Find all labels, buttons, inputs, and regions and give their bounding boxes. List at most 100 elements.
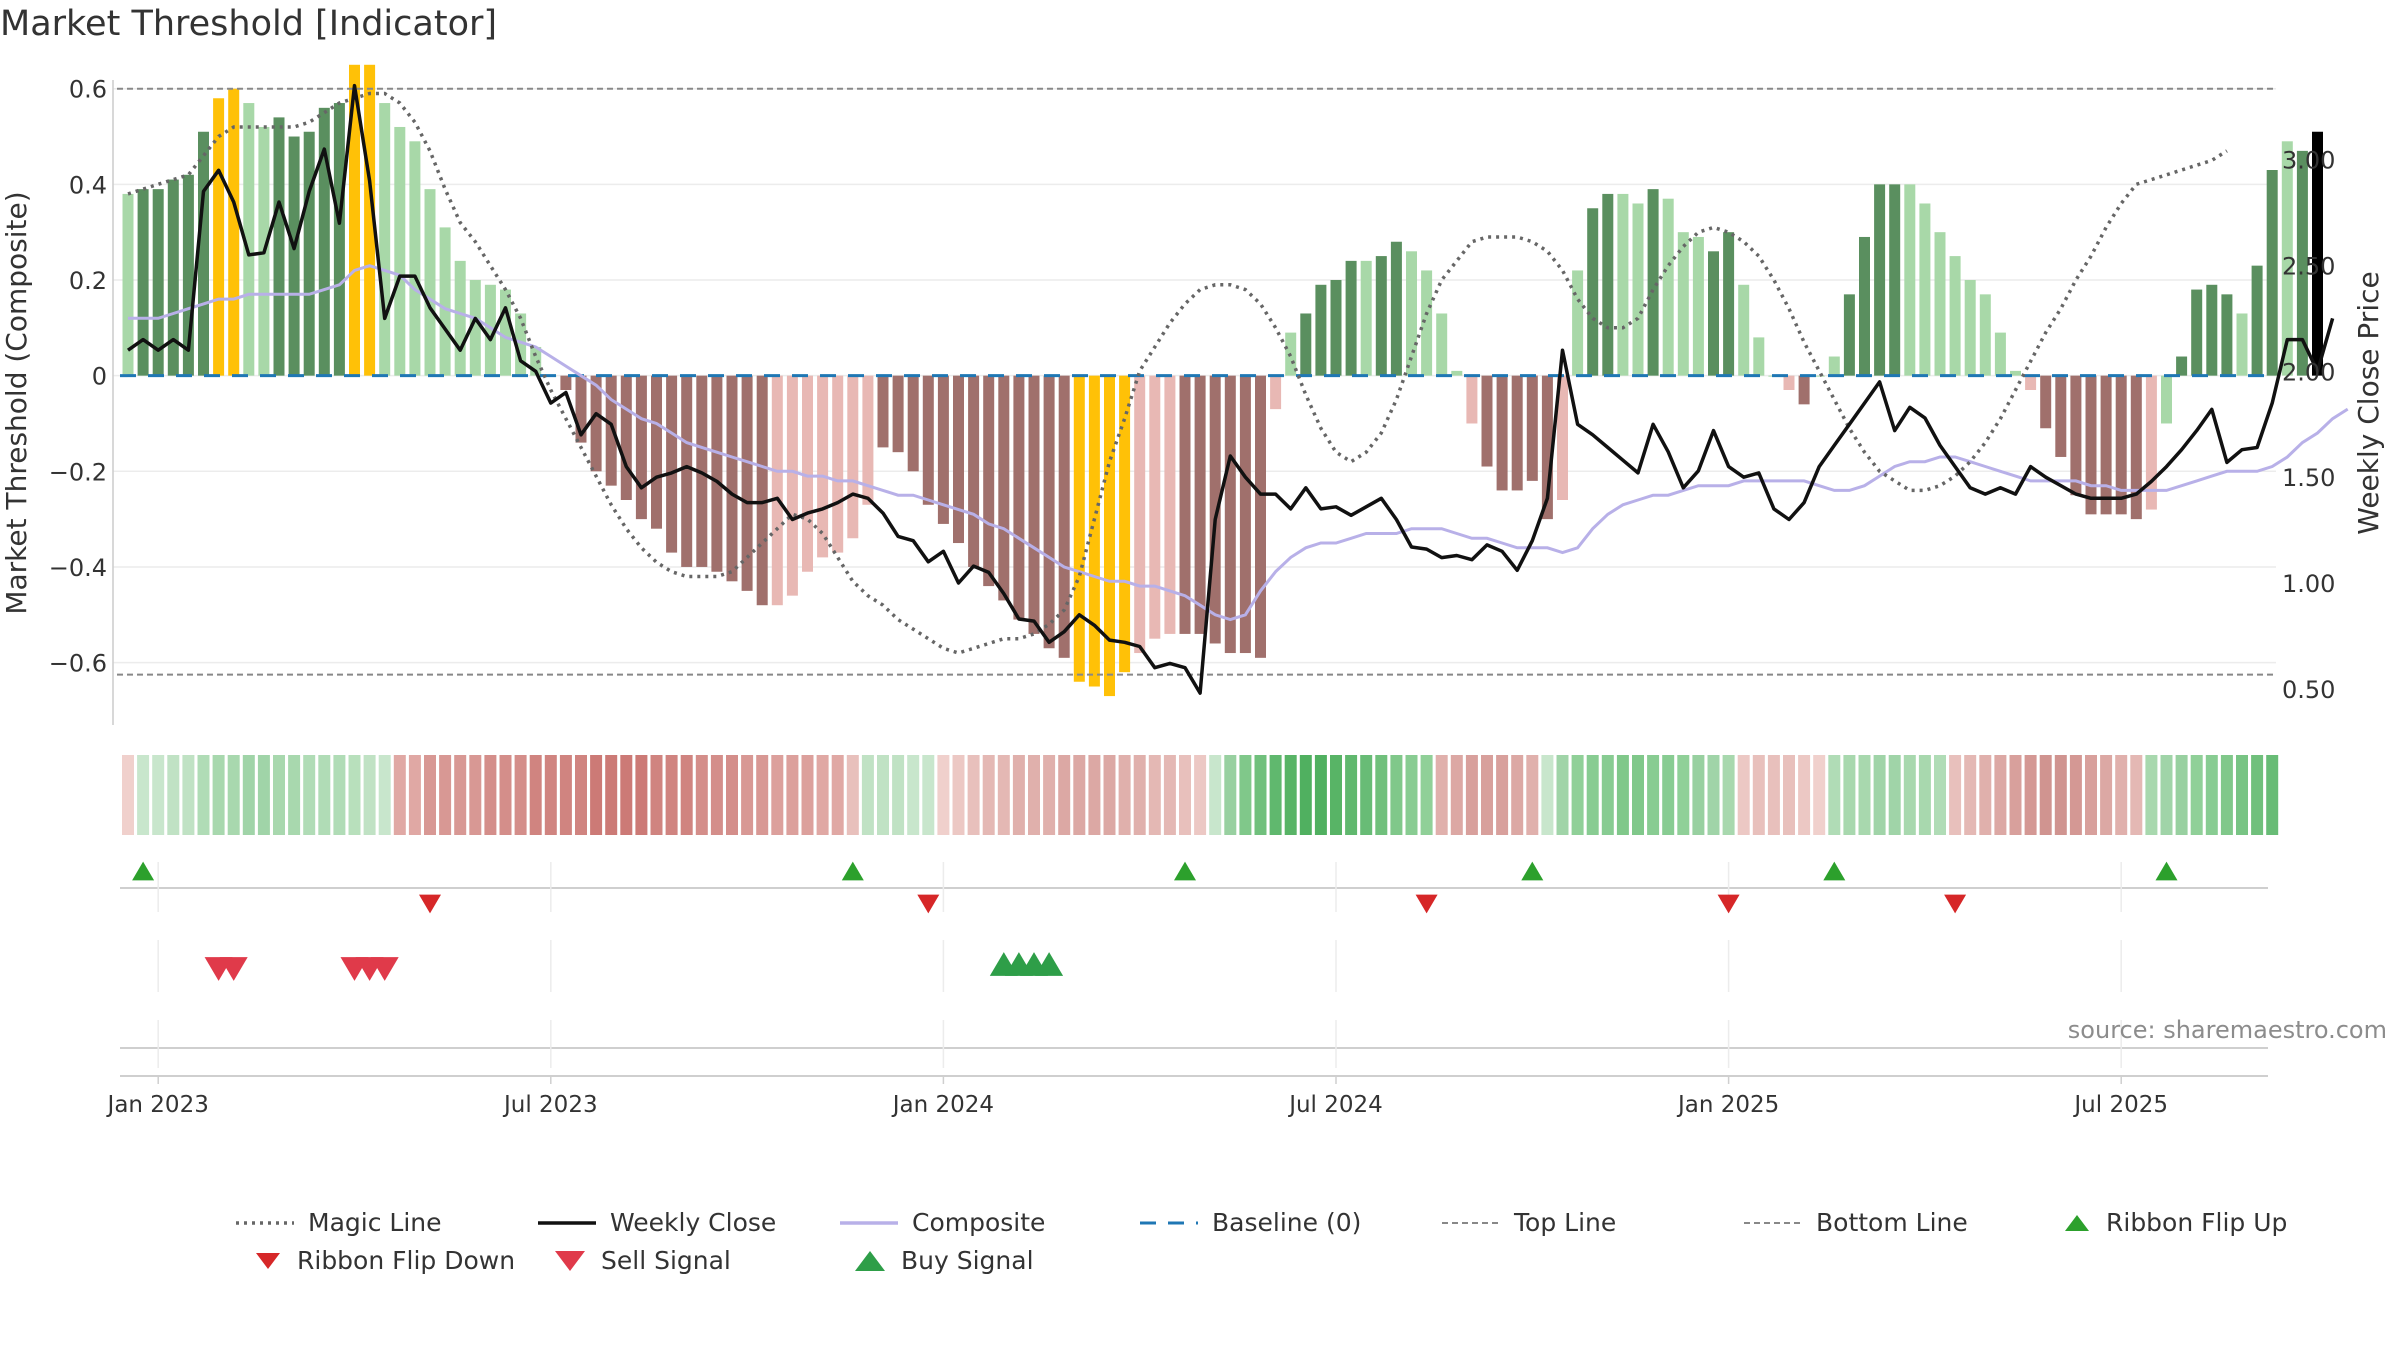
ribbon-cell bbox=[1888, 755, 1901, 835]
histogram-bar bbox=[500, 289, 511, 376]
ribbon-cell bbox=[1496, 755, 1509, 835]
histogram-bar bbox=[1421, 270, 1433, 376]
ribbon-cell bbox=[710, 755, 723, 835]
ribbon-cell bbox=[1299, 755, 1312, 835]
ribbon-cell bbox=[756, 755, 769, 835]
ribbon-cell bbox=[1647, 755, 1660, 835]
ribbon-cell bbox=[1722, 755, 1735, 835]
ribbon-cell bbox=[605, 755, 618, 835]
ribbon-cell bbox=[333, 755, 346, 835]
ribbon-cell bbox=[575, 755, 587, 835]
x-tick-label: Jul 2023 bbox=[502, 1092, 598, 1118]
ribbon-cell bbox=[1737, 755, 1750, 835]
ribbon-cell bbox=[1254, 755, 1267, 835]
ribbon-cell bbox=[1224, 755, 1237, 835]
legend-label: Buy Signal bbox=[901, 1246, 1034, 1275]
histogram-bar bbox=[333, 103, 345, 376]
histogram-bar bbox=[198, 131, 209, 376]
histogram-bar bbox=[1708, 251, 1719, 376]
ribbon-cell bbox=[1012, 755, 1025, 835]
histogram-bar bbox=[1088, 375, 1100, 687]
x-tick-label: Jan 2025 bbox=[1676, 1092, 1779, 1118]
ribbon-flip-up-marker bbox=[1823, 861, 1846, 881]
histogram-bar bbox=[1255, 375, 1266, 658]
histogram-bar bbox=[2161, 375, 2172, 424]
histogram-bar bbox=[2191, 289, 2203, 376]
ribbon-cell bbox=[771, 755, 784, 835]
histogram-bar bbox=[2236, 313, 2248, 376]
ribbon-cell bbox=[484, 755, 497, 835]
ribbon-cell bbox=[1903, 755, 1916, 835]
histogram-bar bbox=[1632, 203, 1644, 376]
ribbon-cell bbox=[1918, 755, 1931, 835]
x-axis: Jan 2023 Jul 2023 Jan 2024 Jul 2024 Jan 2025… bbox=[106, 1076, 2168, 1118]
ribbon-cell bbox=[1481, 755, 1493, 835]
y-tick-label-right: 1.50 bbox=[2282, 464, 2335, 492]
histogram-bar bbox=[379, 103, 391, 376]
ribbon-cell bbox=[997, 755, 1010, 835]
histogram-bar bbox=[756, 375, 768, 606]
ribbon-flip-up-marker bbox=[132, 861, 155, 881]
ribbon-cell bbox=[2115, 755, 2128, 835]
ribbon-cell bbox=[1858, 755, 1871, 835]
histogram-bar bbox=[1330, 280, 1342, 376]
legend-label: Sell Signal bbox=[601, 1246, 731, 1275]
ribbon-cell bbox=[2009, 755, 2022, 835]
histogram-bar bbox=[1889, 184, 1901, 376]
histogram-bar bbox=[273, 117, 285, 376]
legend-item-baseline: Baseline (0) bbox=[1140, 1208, 1361, 1237]
y-tick-label-left: 0.2 bbox=[69, 267, 107, 295]
histogram-bar bbox=[983, 375, 995, 587]
legend-label: Weekly Close bbox=[610, 1208, 777, 1237]
histogram-bar bbox=[1119, 375, 1131, 673]
ribbon-cell bbox=[1828, 755, 1841, 835]
histogram-bar bbox=[213, 98, 225, 376]
composite-line bbox=[128, 264, 2349, 622]
ribbon-cell bbox=[1420, 755, 1433, 835]
solid-line-icon bbox=[538, 1220, 596, 1225]
ribbon-cell bbox=[1843, 755, 1856, 835]
histogram-bar bbox=[1315, 284, 1327, 376]
histogram-bar bbox=[1390, 241, 1402, 376]
histogram-bar bbox=[2312, 131, 2323, 376]
histogram-bar bbox=[1300, 313, 1312, 376]
legend-item-composite: Composite bbox=[840, 1208, 1045, 1237]
histogram-bar bbox=[439, 227, 451, 376]
ribbon-cell bbox=[801, 755, 814, 835]
histogram-bar bbox=[2281, 141, 2293, 376]
histogram-bar bbox=[1859, 236, 1870, 376]
ribbon-cell bbox=[1798, 755, 1811, 835]
ribbon-cell bbox=[167, 755, 180, 835]
histogram-bar bbox=[681, 375, 693, 567]
histogram-bar bbox=[1526, 375, 1538, 481]
ribbon-cell bbox=[303, 755, 316, 835]
ribbon-cell bbox=[665, 755, 678, 835]
histogram-bar bbox=[2176, 356, 2188, 376]
sell-signal-marker bbox=[370, 957, 399, 981]
ribbon-cell bbox=[680, 755, 693, 835]
histogram-bar bbox=[122, 193, 134, 376]
histogram-bar bbox=[877, 375, 889, 448]
ribbon-cell bbox=[2220, 755, 2233, 835]
legend-item-ribbon-flip-up: Ribbon Flip Up bbox=[2062, 1208, 2287, 1237]
ribbon-cell bbox=[695, 755, 708, 835]
histogram-bar bbox=[424, 189, 436, 376]
histogram-bar bbox=[1904, 184, 1916, 376]
ribbon-cell bbox=[1586, 755, 1599, 835]
histogram-bar bbox=[771, 375, 783, 606]
histogram-bar bbox=[1783, 375, 1795, 390]
histogram-bar bbox=[1466, 375, 1478, 424]
y-tick-label-right: 0.50 bbox=[2282, 676, 2335, 704]
ribbon-cell bbox=[439, 755, 452, 835]
histogram-bar bbox=[968, 375, 980, 567]
ribbon-cell bbox=[982, 755, 995, 835]
histogram-bar bbox=[1994, 332, 2006, 376]
histogram-bar bbox=[1843, 294, 1855, 376]
histogram-bar bbox=[2115, 375, 2127, 515]
ribbon-cell bbox=[846, 755, 859, 835]
histogram-bar bbox=[484, 284, 496, 376]
histogram-bar bbox=[1436, 313, 1448, 376]
histogram-bar bbox=[1934, 232, 1946, 376]
ribbon-cell bbox=[2145, 755, 2158, 835]
histogram-bar bbox=[2145, 375, 2157, 510]
